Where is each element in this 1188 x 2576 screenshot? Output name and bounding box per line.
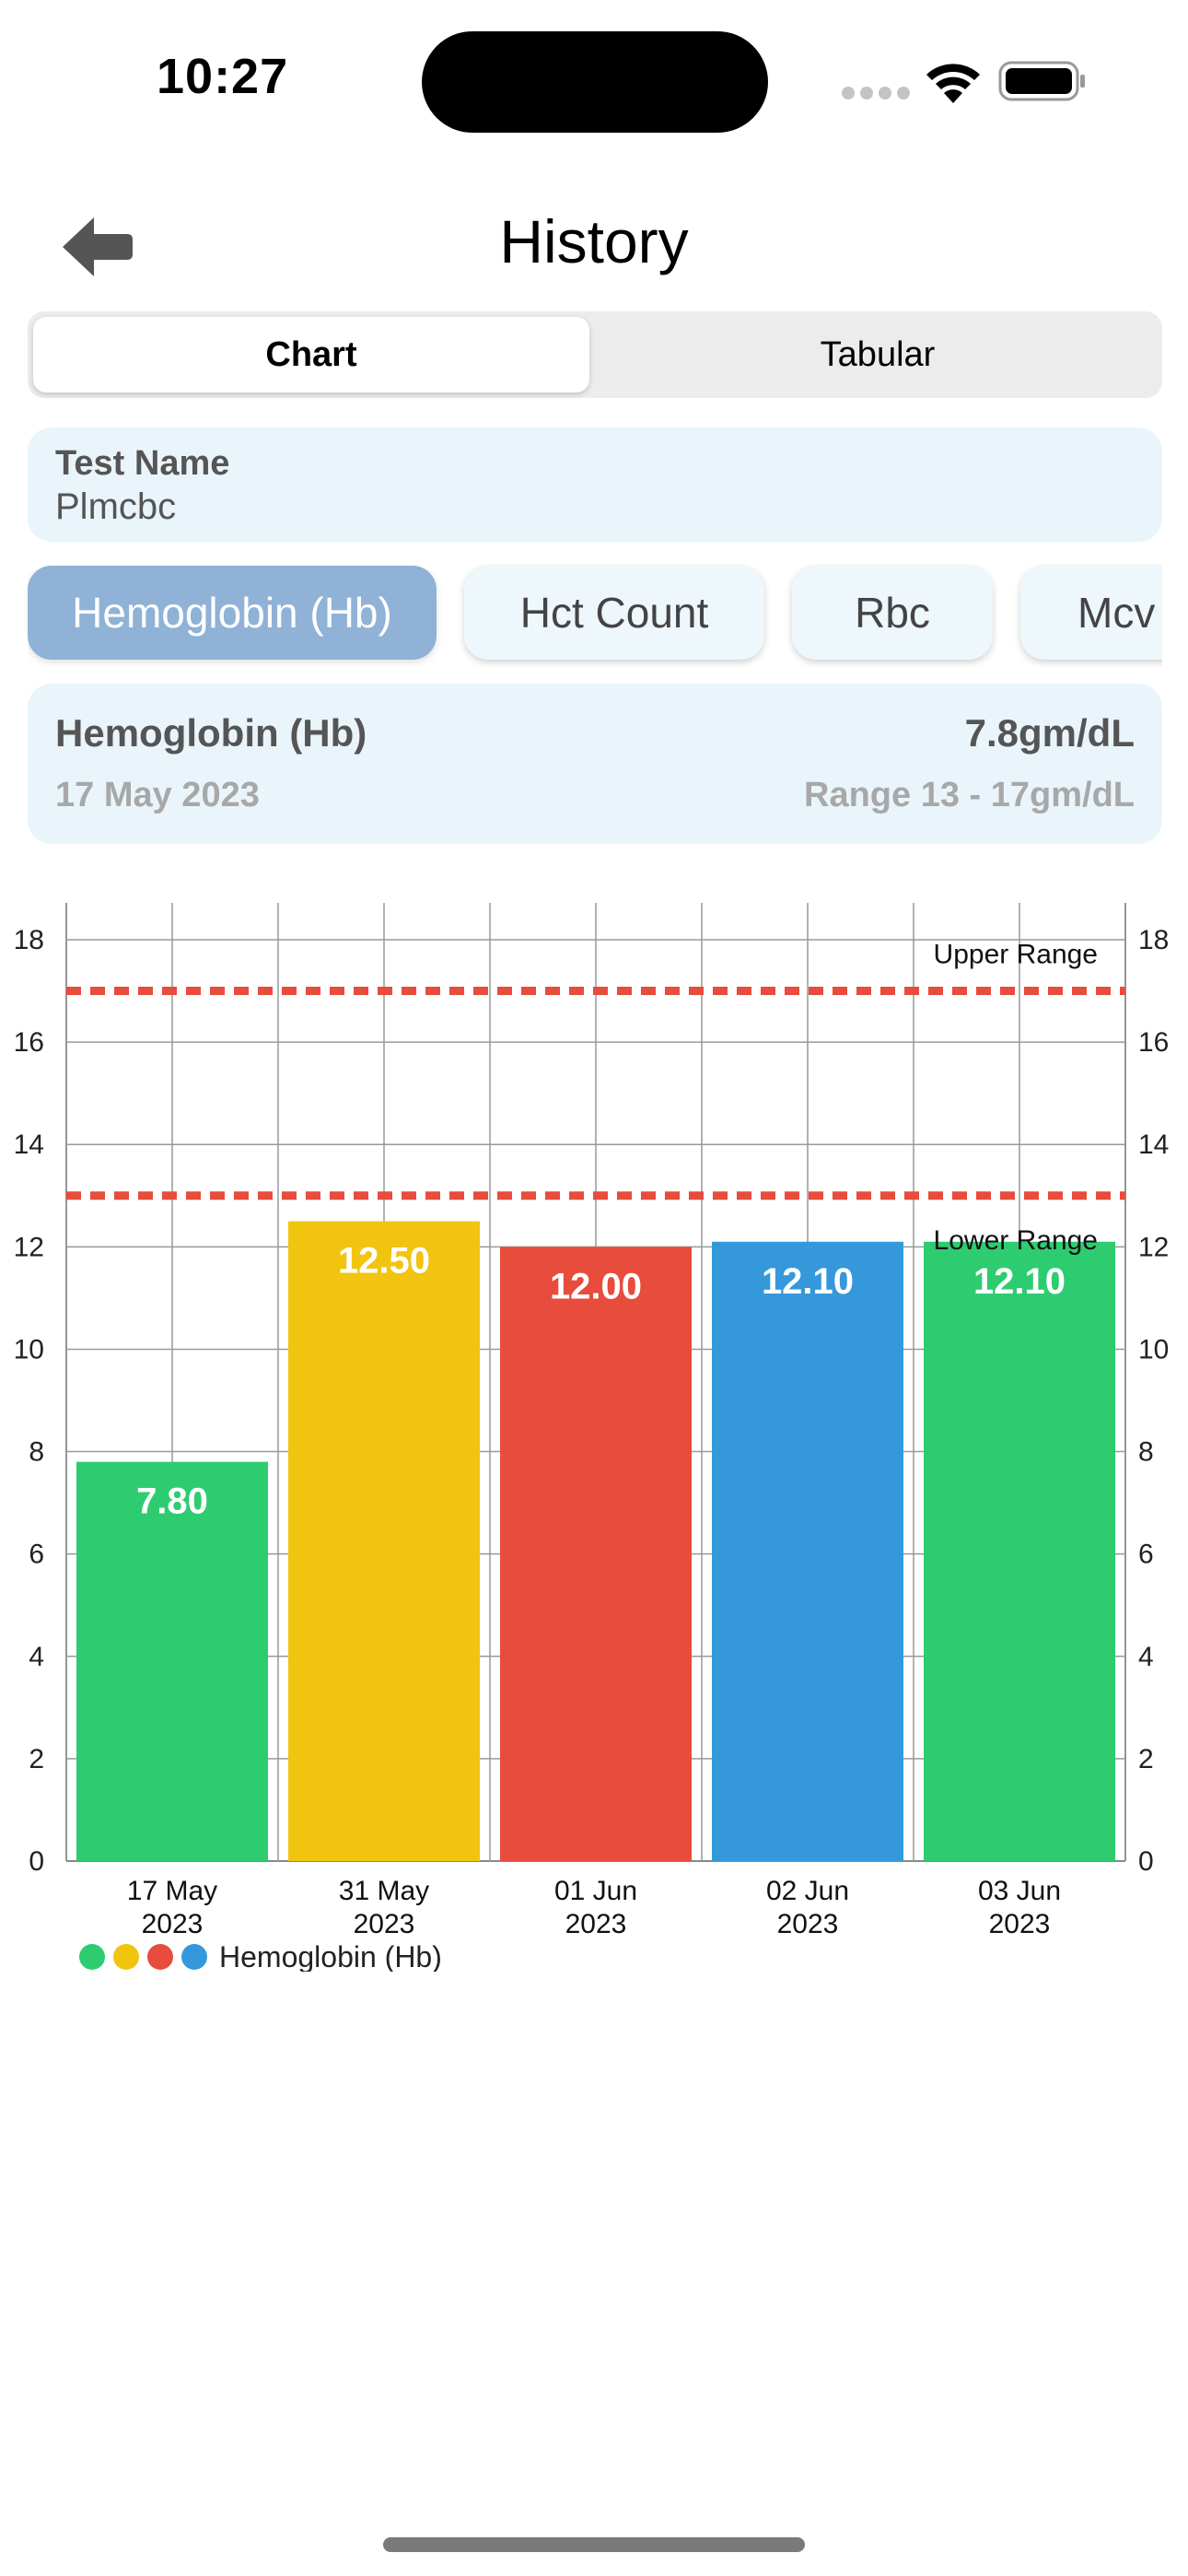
legend-swatch xyxy=(147,1944,173,1970)
parameter-chip-list[interactable]: Hemoglobin (Hb) Hct Count Rbc Mcv xyxy=(28,564,1162,667)
y-tick-label-right: 2 xyxy=(1138,1744,1154,1774)
x-tick-label: 31 May xyxy=(339,1876,429,1906)
bar xyxy=(924,1241,1115,1861)
y-tick-label-left: 10 xyxy=(14,1334,44,1364)
x-tick-label: 2023 xyxy=(354,1909,415,1939)
legend-swatch xyxy=(113,1944,139,1970)
chip-hemoglobin[interactable]: Hemoglobin (Hb) xyxy=(28,566,437,660)
view-segmented-control: Chart Tabular xyxy=(28,311,1162,398)
reference-range: Range 13 - 17gm/dL xyxy=(804,776,1135,814)
chip-hct-count[interactable]: Hct Count xyxy=(464,566,764,660)
latest-result-card: Hemoglobin (Hb) 7.8gm/dL 17 May 2023 Ran… xyxy=(28,684,1162,844)
y-tick-label-left: 8 xyxy=(29,1437,44,1468)
y-tick-label-left: 4 xyxy=(29,1642,44,1672)
bar-value-label: 12.50 xyxy=(338,1241,430,1282)
x-tick-label: 02 Jun xyxy=(766,1876,849,1906)
y-tick-label-right: 8 xyxy=(1138,1437,1154,1468)
dynamic-island xyxy=(422,31,768,133)
reference-line-label: Upper Range xyxy=(934,940,1098,970)
x-tick-label: 01 Jun xyxy=(554,1876,637,1906)
y-tick-label-left: 2 xyxy=(29,1744,44,1774)
x-tick-label: 2023 xyxy=(989,1909,1051,1939)
bar xyxy=(712,1241,903,1861)
y-tick-label-left: 14 xyxy=(14,1130,44,1160)
y-tick-label-right: 6 xyxy=(1138,1540,1154,1570)
home-indicator[interactable] xyxy=(383,2537,805,2552)
x-tick-label: 2023 xyxy=(142,1909,204,1939)
bar-value-label: 12.00 xyxy=(550,1266,642,1306)
x-tick-label: 17 May xyxy=(127,1876,217,1906)
bar-value-label: 12.10 xyxy=(973,1261,1066,1302)
y-tick-label-left: 6 xyxy=(29,1540,44,1570)
legend-swatch xyxy=(181,1944,207,1970)
result-date: 17 May 2023 xyxy=(55,776,260,814)
test-name-label: Test Name xyxy=(55,444,230,483)
bar xyxy=(76,1461,268,1861)
bar-value-label: 12.10 xyxy=(762,1261,854,1302)
legend-label: Hemoglobin (Hb) xyxy=(219,1940,442,1972)
wifi-icon xyxy=(926,64,980,103)
tab-chart[interactable]: Chart xyxy=(33,317,589,392)
cellular-signal-icon xyxy=(842,87,910,100)
bar xyxy=(500,1247,692,1861)
x-tick-label: 03 Jun xyxy=(978,1876,1061,1906)
page-title: History xyxy=(499,207,689,275)
battery-icon xyxy=(998,61,1085,101)
status-time: 10:27 xyxy=(157,49,289,104)
bar xyxy=(288,1221,480,1861)
y-tick-label-left: 0 xyxy=(29,1846,44,1877)
x-tick-label: 2023 xyxy=(777,1909,839,1939)
parameter-name: Hemoglobin (Hb) xyxy=(55,711,367,755)
y-tick-label-right: 10 xyxy=(1138,1334,1169,1364)
y-tick-label-left: 12 xyxy=(14,1232,44,1262)
reference-line-label: Lower Range xyxy=(934,1225,1098,1256)
bar-value-label: 7.80 xyxy=(136,1481,208,1522)
y-tick-label-left: 18 xyxy=(14,925,44,955)
y-tick-label-right: 18 xyxy=(1138,925,1169,955)
chip-mcv[interactable]: Mcv xyxy=(1020,566,1162,660)
history-bar-chart: 0 0 2 2 4 4 6 6 8 8 10 10 12 12 14 14 16 16 18 18 7.80 12.50 1… xyxy=(14,903,1169,1972)
y-tick-label-left: 16 xyxy=(14,1027,44,1058)
chip-rbc[interactable]: Rbc xyxy=(792,566,993,660)
x-tick-label: 2023 xyxy=(565,1909,627,1939)
y-tick-label-right: 4 xyxy=(1138,1642,1154,1672)
parameter-value: 7.8gm/dL xyxy=(964,711,1135,755)
tab-tabular[interactable]: Tabular xyxy=(820,335,936,374)
y-tick-label-right: 12 xyxy=(1138,1232,1169,1262)
test-name-card: Test Name Plmcbc xyxy=(28,427,1162,542)
legend-swatch xyxy=(79,1944,105,1970)
y-tick-label-right: 0 xyxy=(1138,1846,1154,1877)
test-name-value: Plmcbc xyxy=(55,486,177,527)
back-arrow-icon[interactable] xyxy=(61,214,134,280)
y-tick-label-right: 14 xyxy=(1138,1130,1169,1160)
y-tick-label-right: 16 xyxy=(1138,1027,1169,1058)
